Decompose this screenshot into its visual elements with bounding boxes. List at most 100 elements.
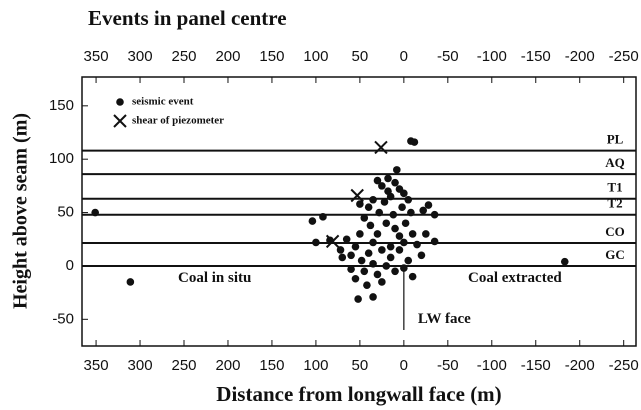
- seismic-event: [308, 217, 317, 225]
- seismic-event: [378, 182, 386, 190]
- y-tick-label: 150: [49, 97, 74, 114]
- seismic-event: [364, 249, 373, 257]
- horizon-label: GC: [605, 247, 625, 262]
- x-top-tick-label: -100: [477, 48, 507, 65]
- seismic-event: [126, 278, 135, 286]
- x-tick-label: 100: [303, 357, 328, 374]
- seismic-event: [400, 238, 408, 247]
- seismic-event: [424, 201, 433, 209]
- seismic-event: [400, 264, 408, 272]
- x-top-tick-label: 300: [128, 48, 153, 65]
- seismic-event: [560, 257, 569, 266]
- seismic-event: [319, 213, 327, 221]
- seismic-event: [369, 293, 377, 301]
- seismic-event: [378, 278, 386, 286]
- y-tick-label: 0: [66, 257, 74, 274]
- seismic-event: [336, 246, 345, 254]
- y-tick-label: 50: [57, 204, 74, 221]
- seismic-event: [401, 219, 410, 228]
- seismic-event: [338, 253, 347, 262]
- horizon-label: T1: [607, 180, 622, 195]
- seismic-event: [373, 270, 382, 279]
- x-top-tick-label: 250: [171, 48, 196, 65]
- seismic-event: [398, 203, 406, 212]
- x-tick-label: 50: [352, 357, 369, 374]
- seismic-event: [413, 240, 421, 249]
- x-tick-label: -150: [521, 357, 551, 374]
- plot-frame: [81, 76, 637, 347]
- seismic-event: [382, 262, 391, 270]
- legend-marker: [116, 98, 124, 106]
- seismic-event: [417, 251, 426, 260]
- x-tick-label: 300: [128, 357, 153, 374]
- seismic-event: [369, 195, 377, 204]
- seismic-event: [363, 281, 371, 289]
- face-label: LW face: [418, 311, 471, 327]
- piezometer-shear: [325, 234, 340, 249]
- seismic-event: [384, 174, 392, 183]
- seismic-event: [378, 246, 386, 254]
- x-tick-label: 250: [171, 357, 196, 374]
- seismic-event: [395, 232, 404, 240]
- annotation: Coal extracted: [468, 270, 562, 286]
- x-tick-label: 350: [84, 357, 109, 374]
- seismic-event: [347, 265, 355, 273]
- annotation: Coal in situ: [178, 270, 251, 286]
- seismic-event: [356, 230, 364, 238]
- x-top-tick-label: 50: [352, 48, 369, 65]
- seismic-event: [364, 203, 373, 212]
- x-tick-label: -250: [609, 357, 639, 374]
- seismic-event: [342, 235, 351, 244]
- x-tick-label: -200: [565, 357, 595, 374]
- y-tick-label: 100: [49, 150, 74, 167]
- x-axis-label: Distance from longwall face (m): [216, 382, 501, 406]
- seismic-event: [351, 274, 360, 283]
- x-top-tick-label: 0: [400, 48, 408, 65]
- seismic-event: [391, 224, 399, 233]
- x-top-tick-label: -250: [609, 48, 639, 65]
- x-top-tick-label: 200: [215, 48, 240, 65]
- seismic-event: [312, 238, 320, 247]
- horizon-label: T2: [607, 196, 622, 211]
- seismic-event: [410, 138, 419, 146]
- seismic-event: [351, 242, 360, 251]
- seismic-event: [386, 242, 395, 251]
- horizon-label: AQ: [605, 155, 625, 170]
- legend-marker: [113, 114, 127, 128]
- seismic-event: [366, 221, 375, 230]
- seismic-event: [419, 206, 427, 215]
- x-top-tick-label: -200: [565, 48, 595, 65]
- seismic-event: [375, 208, 384, 217]
- x-top-tick-label: -150: [521, 48, 551, 65]
- seismic-event: [408, 230, 417, 238]
- chart-title: Events in panel centre: [88, 6, 287, 30]
- seismic-event: [395, 246, 404, 254]
- legend-label: shear of piezometer: [132, 115, 224, 127]
- seismic-event: [382, 219, 391, 228]
- seismic-event: [391, 178, 399, 187]
- seismic-event: [360, 267, 369, 276]
- seismic-event: [407, 208, 415, 217]
- seismic-event: [91, 208, 99, 217]
- x-top-tick-label: 100: [303, 48, 328, 65]
- seismic-event: [373, 230, 382, 238]
- seismic-event: [347, 251, 355, 260]
- seismic-event: [357, 256, 366, 265]
- seismic-event: [404, 256, 413, 265]
- piezometer-shear: [374, 140, 388, 155]
- x-top-tick-label: 350: [84, 48, 109, 65]
- horizon-label: PL: [607, 132, 624, 147]
- y-tick-label: -50: [52, 310, 74, 327]
- seismic-event: [404, 195, 413, 204]
- seismic-event: [380, 198, 389, 206]
- seismic-event: [373, 176, 382, 185]
- seismic-event: [354, 295, 362, 303]
- seismic-event: [430, 237, 439, 246]
- seismic-event: [393, 166, 401, 174]
- x-tick-label: 150: [259, 357, 284, 374]
- x-top-tick-label: 150: [259, 48, 284, 65]
- x-tick-label: 0: [400, 357, 408, 374]
- seismic-event: [400, 189, 408, 198]
- x-tick-label: -100: [477, 357, 507, 374]
